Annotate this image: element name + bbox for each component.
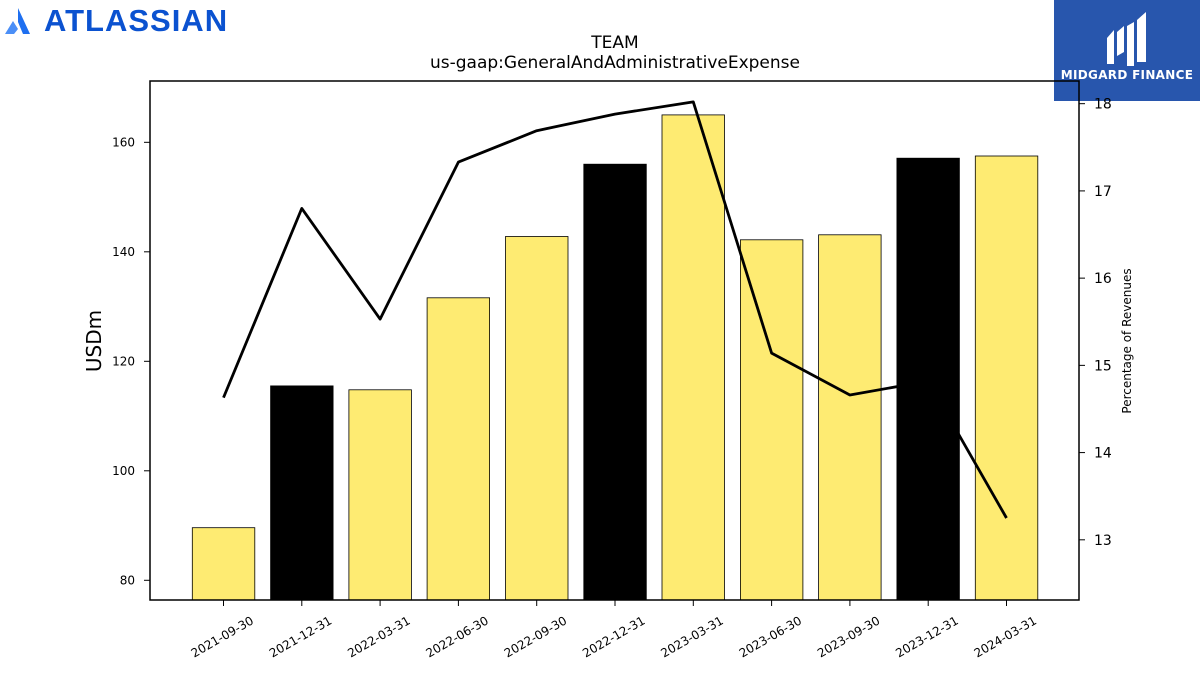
left-tick-label: 140: [112, 245, 135, 259]
x-tick-label: 2022-09-30: [502, 613, 569, 660]
left-axis: 80 100 120 140 160: [112, 135, 150, 587]
x-axis: 2021-09-30 2021-12-31 2022-03-31 2022-06-30…: [189, 600, 1039, 660]
chart-subtitle: us-gaap:GeneralAndAdministrativeExpense: [430, 53, 800, 73]
x-tick-label: 2022-12-31: [580, 613, 647, 660]
right-tick-label: 16: [1094, 271, 1112, 287]
bar-2022-03-31: [348, 389, 412, 601]
y2-axis-label: Percentage of Revenues: [1120, 268, 1134, 413]
x-tick-label: 2024-03-31: [972, 613, 1039, 660]
bar-series: [191, 114, 1039, 601]
left-tick-label: 80: [120, 573, 135, 587]
bar-2022-06-30: [426, 297, 491, 601]
bar-2023-06-30: [740, 239, 804, 601]
x-tick-label: 2023-03-31: [658, 613, 725, 660]
left-tick-label: 160: [112, 135, 135, 149]
midgard-finance-logo-text: MIDGARD FINANCE: [1060, 68, 1194, 82]
right-tick-label: 18: [1094, 97, 1112, 113]
y-axis-label: USDm: [82, 310, 106, 372]
left-tick-label: 120: [112, 354, 135, 368]
bar-2024-03-31: [974, 155, 1039, 601]
percentage-line: [222, 100, 1008, 519]
bar-2023-12-31: [896, 157, 960, 601]
right-tick-label: 17: [1094, 184, 1112, 200]
right-tick-label: 14: [1094, 446, 1112, 462]
bar-2023-03-31: [661, 114, 725, 601]
right-axis: 13 14 15 16 17 18: [1079, 97, 1112, 549]
atlassian-logo-text: ATLASSIAN: [44, 3, 229, 38]
bar-2022-09-30: [505, 236, 569, 601]
atlassian-logo: ATLASSIAN: [4, 3, 228, 39]
x-tick-label: 2021-12-31: [267, 613, 334, 660]
x-tick-label: 2023-06-30: [737, 613, 804, 660]
bar-2023-09-30: [818, 234, 882, 601]
right-tick-label: 15: [1094, 358, 1112, 374]
right-tick-label: 13: [1094, 533, 1112, 549]
atlassian-mark-icon: [5, 8, 30, 34]
x-tick-label: 2021-09-30: [189, 613, 256, 660]
x-tick-label: 2022-06-30: [423, 613, 490, 660]
bar-2021-09-30: [191, 527, 256, 601]
bar-2022-12-31: [583, 163, 647, 601]
bar-2021-12-31: [270, 385, 334, 601]
left-tick-label: 100: [112, 464, 135, 478]
x-tick-label: 2023-12-31: [893, 613, 960, 660]
chart-title: TEAM: [590, 33, 638, 53]
x-tick-label: 2023-09-30: [815, 613, 882, 660]
midgard-mark-icon: [1107, 12, 1146, 66]
x-tick-label: 2022-03-31: [345, 613, 412, 660]
